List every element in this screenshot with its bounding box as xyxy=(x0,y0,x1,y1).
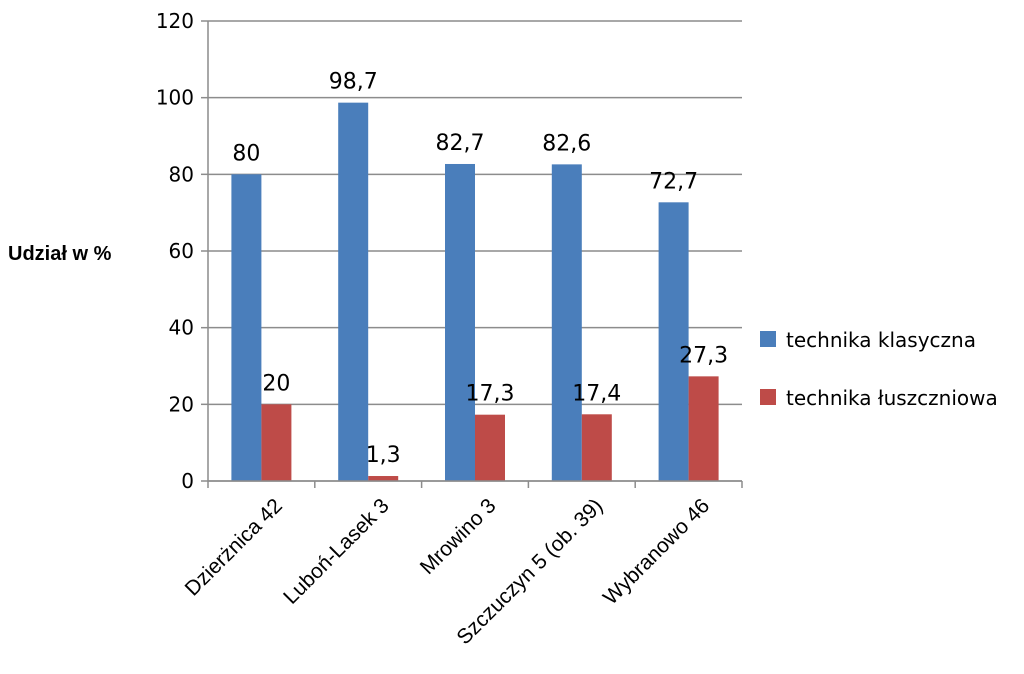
bar-luszczniowa xyxy=(368,476,399,481)
x-tick-label: Mrowino 3 xyxy=(416,494,501,579)
y-tick-label: 0 xyxy=(181,469,194,493)
legend-label: technika klasyczna xyxy=(786,328,976,352)
bar-luszczniowa xyxy=(581,414,612,481)
bar-luszczniowa xyxy=(688,376,719,481)
data-label: 82,6 xyxy=(542,131,591,156)
bar-klasyczna xyxy=(658,202,689,482)
data-label: 20 xyxy=(262,371,290,396)
x-tick-label: Dzierżnica 42 xyxy=(181,494,287,600)
data-label: 17,3 xyxy=(466,382,515,407)
data-labels: 80 20 98,7 1,3 82,7 17,3 82,6 17,4 72,7 27,3 xyxy=(232,70,728,468)
y-tick-label: 120 xyxy=(156,9,194,33)
legend-label: technika łuszczniowa xyxy=(786,386,998,410)
bar-klasyczna xyxy=(338,102,369,482)
y-tick-label: 80 xyxy=(169,162,194,186)
x-tick-label: Wybranowo 46 xyxy=(599,494,714,609)
bar-klasyczna xyxy=(231,174,262,482)
bar-klasyczna xyxy=(445,163,475,481)
y-tick-label: 40 xyxy=(169,316,194,340)
x-tick-label: Luboń-Lasek 3 xyxy=(279,494,394,609)
legend-swatch xyxy=(760,389,776,405)
y-tick-label: 100 xyxy=(156,86,194,110)
bar-luszczniowa xyxy=(261,404,292,481)
data-label: 27,3 xyxy=(679,343,728,368)
y-tick-label: 20 xyxy=(169,392,194,416)
legend-swatch xyxy=(760,331,776,347)
data-label: 82,7 xyxy=(436,131,485,156)
data-label: 17,4 xyxy=(572,381,621,406)
bar-luszczniowa xyxy=(475,414,505,481)
data-label: 1,3 xyxy=(366,443,401,468)
bars xyxy=(231,102,719,482)
data-label: 98,7 xyxy=(329,70,378,95)
y-tick-label: 60 xyxy=(169,239,194,263)
bar-klasyczna xyxy=(551,164,582,481)
data-label: 72,7 xyxy=(649,169,698,194)
legend: technika klasyczna technika łuszczniowa xyxy=(760,328,998,410)
y-axis-label: Udział w % xyxy=(8,243,112,265)
data-label: 80 xyxy=(232,141,260,166)
